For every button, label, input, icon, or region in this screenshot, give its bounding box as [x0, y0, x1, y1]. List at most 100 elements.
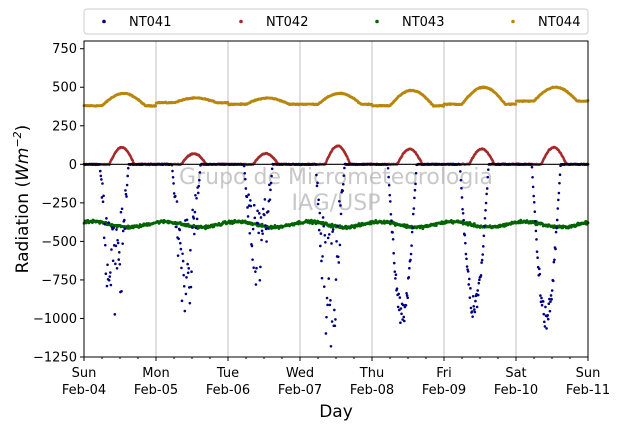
point-nt041	[460, 186, 463, 190]
x-tick-label-day: Wed	[286, 366, 314, 381]
point-nt041	[546, 317, 550, 321]
y-tick-label: −1000	[33, 312, 77, 327]
point-nt041	[182, 273, 185, 277]
x-tick-label-date: Feb-10	[494, 383, 538, 398]
point-nt041	[242, 164, 246, 168]
point-nt041	[333, 308, 336, 312]
point-nt041	[463, 233, 467, 237]
point-nt041	[391, 231, 394, 234]
point-nt041	[185, 218, 189, 222]
point-nt041	[410, 230, 414, 234]
point-nt041	[98, 169, 102, 173]
point-nt041	[533, 210, 537, 213]
point-nt041	[125, 195, 128, 198]
point-nt041	[253, 216, 257, 220]
x-tick-label-day: Thu	[359, 366, 384, 381]
point-nt041	[549, 294, 553, 297]
point-nt041	[258, 278, 262, 282]
point-nt041	[243, 177, 247, 181]
grid	[155, 41, 517, 357]
point-nt041	[409, 258, 412, 262]
point-nt041	[475, 305, 479, 309]
point-nt041	[483, 224, 486, 228]
point-nt041	[541, 300, 545, 303]
point-nt041	[325, 296, 329, 300]
point-nt041	[266, 226, 269, 230]
point-nt041	[404, 303, 408, 307]
point-nt041	[411, 212, 415, 216]
point-nt041	[256, 222, 260, 225]
point-nt041	[189, 248, 192, 252]
point-nt041	[123, 218, 126, 222]
point-nt041	[116, 238, 119, 242]
y-tick-label: −250	[41, 196, 77, 211]
legend: NT041 NT042 NT043 NT044	[83, 8, 589, 35]
point-nt041	[187, 267, 191, 270]
point-nt041	[198, 178, 201, 182]
legend-marker	[102, 19, 106, 24]
point-nt041	[254, 283, 258, 286]
point-nt041	[531, 175, 534, 179]
point-nt041	[413, 196, 416, 200]
point-nt041	[555, 218, 559, 222]
point-nt041	[111, 259, 115, 263]
point-nt041	[193, 210, 197, 214]
point-nt041	[318, 211, 322, 215]
point-nt041	[190, 270, 193, 274]
point-nt043	[330, 222, 334, 226]
point-nt041	[546, 313, 549, 317]
point-nt041	[479, 274, 483, 277]
point-nt041	[176, 254, 180, 257]
point-nt041	[543, 320, 546, 324]
point-nt041	[532, 194, 535, 198]
point-nt041	[341, 189, 345, 193]
point-nt041	[188, 301, 192, 305]
legend-marker	[375, 19, 379, 24]
point-nt041	[554, 230, 558, 234]
point-nt041	[247, 193, 250, 196]
point-nt041	[324, 240, 327, 244]
point-nt041	[392, 261, 396, 265]
point-nt041	[126, 174, 129, 178]
point-nt041	[326, 236, 330, 240]
point-nt041	[329, 299, 332, 302]
point-nt041	[469, 287, 472, 290]
legend-box	[83, 8, 589, 35]
point-nt041	[101, 182, 104, 185]
x-tick-label-date: Feb-08	[350, 383, 394, 398]
point-nt041	[330, 320, 334, 323]
y-axis-label-close: )	[13, 125, 33, 132]
point-nt041	[399, 321, 402, 325]
point-nt044	[514, 102, 518, 106]
point-nt041	[117, 258, 121, 261]
point-nt041	[393, 270, 397, 273]
point-nt041	[387, 183, 391, 187]
point-nt041	[196, 191, 200, 195]
point-nt041	[477, 281, 481, 285]
x-tick-label-day: Mon	[142, 366, 169, 381]
point-nt041	[261, 207, 265, 211]
y-axis-label: Radiation (Wm−2)	[11, 125, 33, 274]
x-axis-label: Day	[319, 402, 353, 422]
point-nt041	[110, 248, 113, 251]
point-nt041	[389, 212, 393, 216]
point-nt041	[123, 227, 127, 230]
point-nt041	[329, 344, 333, 348]
point-nt041	[335, 240, 338, 243]
point-nt041	[398, 296, 402, 299]
point-nt041	[407, 275, 411, 279]
point-nt041	[263, 213, 266, 217]
point-nt041	[190, 225, 194, 229]
point-nt041	[550, 297, 553, 301]
point-nt041	[483, 216, 487, 220]
point-nt041	[246, 206, 249, 209]
point-nt041	[461, 211, 465, 215]
point-nt041	[103, 243, 107, 247]
point-nt041	[465, 257, 468, 261]
point-nt041	[181, 252, 184, 256]
point-nt041	[543, 325, 547, 328]
point-nt041	[538, 272, 542, 276]
point-nt041	[465, 265, 469, 268]
point-nt041	[469, 306, 473, 310]
